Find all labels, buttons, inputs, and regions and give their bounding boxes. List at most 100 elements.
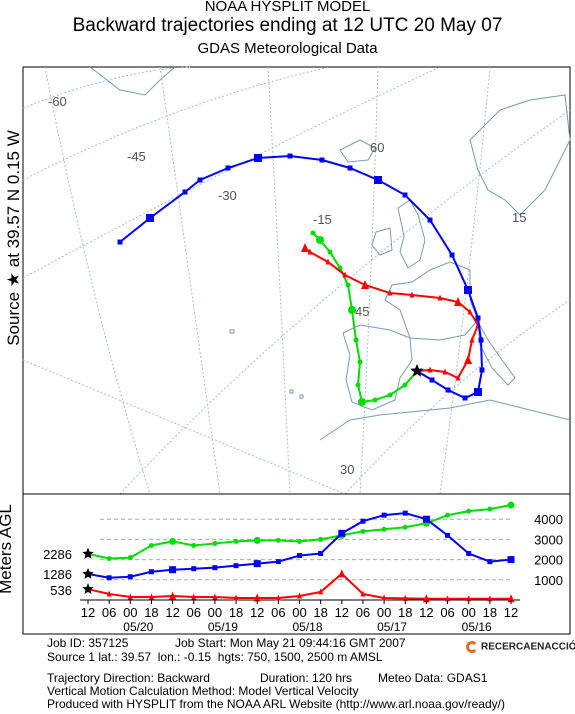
green-trajectory-marker bbox=[357, 359, 363, 365]
x-tick-label: 18 bbox=[398, 605, 412, 620]
height-series-marker bbox=[233, 594, 239, 601]
height-series-marker bbox=[422, 594, 430, 603]
height-series-marker bbox=[445, 595, 451, 602]
coastline bbox=[477, 321, 516, 386]
blue-trajectory-marker bbox=[475, 315, 481, 321]
red-trajectory-marker bbox=[301, 243, 309, 252]
red-trajectory-marker bbox=[437, 294, 443, 301]
job-id: Job ID: 357125 bbox=[47, 636, 129, 650]
start-height-star-icon bbox=[82, 568, 94, 579]
blue-trajectory-marker bbox=[462, 395, 468, 401]
graticule-label: 60 bbox=[370, 140, 384, 155]
red-trajectory-marker bbox=[427, 366, 433, 373]
blue-trajectory-marker bbox=[464, 286, 472, 294]
height-series-marker bbox=[233, 538, 239, 544]
graticule-line bbox=[22, 66, 191, 109]
x-tick-label: 00 bbox=[123, 605, 137, 620]
height-series-marker bbox=[106, 575, 112, 581]
logo-mark-icon bbox=[466, 641, 478, 653]
height-series-marker bbox=[507, 594, 515, 603]
height-series-marker bbox=[212, 565, 218, 571]
blue-trajectory-marker bbox=[146, 214, 154, 222]
blue-trajectory-marker bbox=[117, 239, 123, 245]
blue-trajectory bbox=[117, 153, 485, 401]
x-tick-label: 06 bbox=[271, 605, 285, 620]
x-tick-label: 00 bbox=[208, 605, 222, 620]
x-date-label: 05/20 bbox=[123, 620, 153, 634]
blue-trajectory-line bbox=[119, 154, 484, 400]
height-series-marker bbox=[466, 551, 472, 557]
coastline bbox=[384, 261, 479, 341]
red-trajectory-marker bbox=[307, 248, 313, 255]
trajectory-paths bbox=[117, 153, 485, 406]
coastline bbox=[339, 139, 376, 163]
height-series-marker bbox=[253, 536, 261, 544]
green-trajectory-marker bbox=[353, 337, 359, 343]
height-series-marker bbox=[253, 560, 261, 568]
blue-trajectory-marker bbox=[254, 154, 262, 162]
blue-trajectory-marker bbox=[429, 377, 435, 383]
blue-trajectory-marker bbox=[182, 189, 188, 195]
height-series-marker bbox=[127, 555, 133, 561]
red-trajectory-marker bbox=[469, 336, 475, 343]
height-series-marker bbox=[275, 559, 281, 565]
x-tick-label: 18 bbox=[144, 605, 158, 620]
map-frame bbox=[22, 66, 571, 495]
graticule-line bbox=[159, 66, 221, 495]
height-series-marker bbox=[169, 566, 177, 574]
start-height-label: 536 bbox=[50, 583, 72, 598]
graticule-label: -15 bbox=[313, 212, 332, 227]
graticule-label: -30 bbox=[218, 188, 237, 203]
red-trajectory-marker bbox=[454, 297, 462, 306]
duration: Duration: 120 hrs bbox=[260, 671, 353, 685]
height-series-marker bbox=[318, 551, 324, 557]
blue-trajectory-marker bbox=[478, 337, 484, 343]
x-tick-label: 18 bbox=[229, 605, 243, 620]
green-trajectory-marker bbox=[387, 392, 393, 398]
x-tick-label: 00 bbox=[292, 605, 306, 620]
blue-trajectory-marker bbox=[474, 388, 482, 396]
height-series-marker bbox=[148, 593, 154, 600]
height-series-marker bbox=[466, 508, 472, 514]
green-trajectory-line bbox=[312, 232, 418, 404]
x-tick-label: 06 bbox=[356, 605, 370, 620]
x-tick-label: 18 bbox=[313, 605, 327, 620]
source-info: Source 1 lat.: 39.57 lon.: -0.15 hgts: 7… bbox=[47, 650, 383, 664]
start-height-label: 1286 bbox=[43, 567, 72, 582]
green-trajectory-marker bbox=[355, 382, 361, 388]
x-tick-label: 00 bbox=[377, 605, 391, 620]
graticule-label: -45 bbox=[127, 149, 146, 164]
x-tick-label: 12 bbox=[335, 605, 349, 620]
graticule-line bbox=[22, 359, 346, 495]
height-series-marker bbox=[445, 512, 451, 518]
height-series-marker bbox=[360, 528, 366, 534]
x-date-label: 05/16 bbox=[462, 620, 492, 634]
y-tick-label: 2000 bbox=[534, 553, 563, 568]
height-series-marker bbox=[507, 556, 515, 564]
height-series-marker bbox=[275, 594, 281, 601]
graticule-labels: -60 -45 -30 -15 60 45 30 15 bbox=[48, 94, 526, 477]
height-series-marker bbox=[402, 594, 408, 601]
height-series-marker bbox=[233, 563, 239, 569]
green-trajectory-marker bbox=[358, 398, 366, 406]
x-tick-label: 06 bbox=[440, 605, 454, 620]
produced-with: Produced with HYSPLIT from the NOAA ARL … bbox=[47, 697, 505, 711]
meteo-data: Meteo Data: GDAS1 bbox=[378, 671, 488, 685]
graticule-line bbox=[359, 66, 379, 495]
coastlines bbox=[89, 66, 571, 441]
height-series-marker bbox=[275, 537, 281, 543]
red-trajectory-marker bbox=[361, 280, 369, 289]
height-series-marker bbox=[148, 569, 154, 575]
red-trajectory-marker bbox=[342, 271, 348, 278]
height-series-marker bbox=[169, 537, 177, 545]
height-series-marker bbox=[106, 556, 112, 562]
graticule bbox=[22, 66, 571, 495]
x-tick-label: 12 bbox=[419, 605, 433, 620]
source-star-icon bbox=[410, 364, 424, 377]
model-title: NOAA HYSPLIT MODEL bbox=[204, 0, 371, 15]
height-series-marker bbox=[127, 593, 133, 600]
x-date-label: 05/19 bbox=[208, 620, 238, 634]
red-trajectory-marker bbox=[467, 308, 473, 315]
coastline bbox=[229, 329, 304, 399]
job-start: Job Start: Mon May 21 09:44:16 GMT 2007 bbox=[175, 636, 406, 650]
